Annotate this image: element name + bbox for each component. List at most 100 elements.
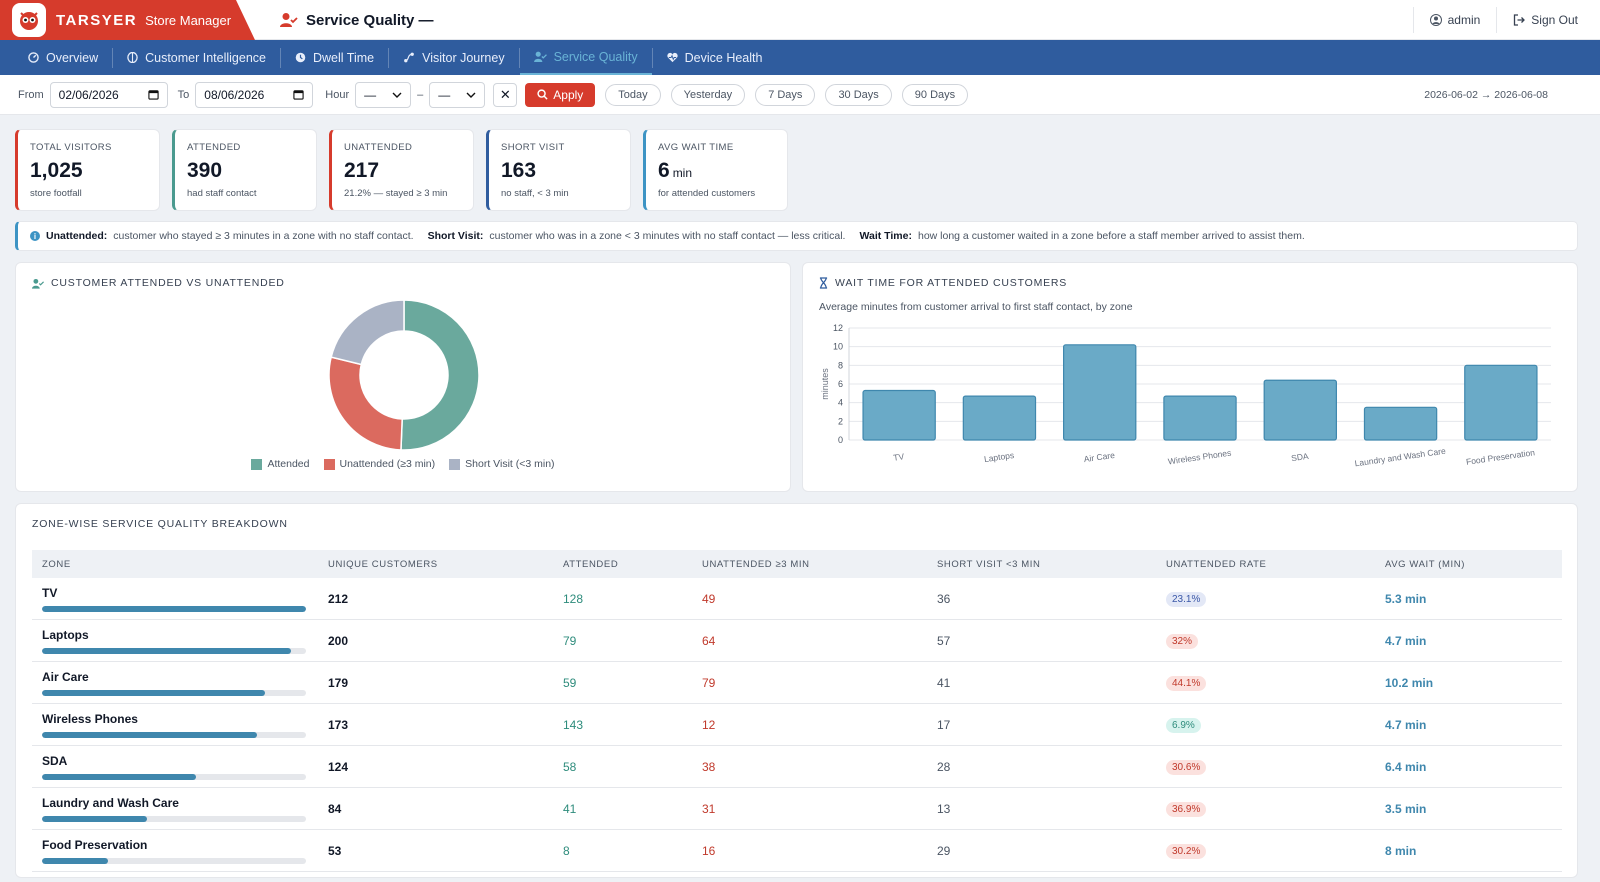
unique-customers-cell: 200 xyxy=(328,634,349,648)
apply-button[interactable]: Apply xyxy=(525,82,596,107)
hour-to-select[interactable]: — xyxy=(429,81,486,108)
attended-cell: 58 xyxy=(563,760,577,774)
route-icon xyxy=(404,52,414,63)
tab-customer-intelligence[interactable]: Customer Intelligence xyxy=(113,40,280,75)
def-term-wait-time: Wait Time: xyxy=(859,230,912,242)
donut-slice[interactable] xyxy=(328,356,403,451)
table-row: Wireless Phones 173 143 12 17 6.9% 4.7 min xyxy=(32,704,1562,746)
short-visit-cell: 29 xyxy=(937,844,951,858)
tab-label: Visitor Journey xyxy=(422,50,505,65)
unique-customers-cell: 84 xyxy=(328,802,342,816)
col-header-attended[interactable]: ATTENDED xyxy=(563,558,619,570)
hour-from-value: — xyxy=(364,87,377,102)
tarsier-logo-icon xyxy=(20,12,38,30)
table-row: SDA 124 58 38 28 30.6% 6.4 min xyxy=(32,746,1562,788)
col-header-unattended[interactable]: UNATTENDED ≥3 MIN xyxy=(702,558,810,570)
unattended-rate-cell: 23.1% xyxy=(1166,578,1207,620)
kpi-value: 390 xyxy=(187,159,223,182)
tab-dwell-time[interactable]: Dwell Time xyxy=(281,40,388,75)
col-header-avg-wait[interactable]: AVG WAIT (MIN) xyxy=(1385,558,1465,570)
bar[interactable] xyxy=(1263,379,1337,441)
col-header-zone[interactable]: ZONE xyxy=(42,558,71,570)
def-term-short-visit: Short Visit: xyxy=(427,230,484,242)
tab-visitor-journey[interactable]: Visitor Journey xyxy=(389,40,518,75)
unattended-rate-cell: 30.2% xyxy=(1166,830,1207,872)
sign-out-icon xyxy=(1514,14,1526,26)
legend-item[interactable]: Unattended (≥3 min) xyxy=(323,458,435,470)
from-label: From xyxy=(18,88,44,101)
x-tick-label: Laptops xyxy=(983,450,1014,464)
main-nav: Overview Customer Intelligence Dwell Tim… xyxy=(0,40,1600,75)
clear-hour-button[interactable]: ✕ xyxy=(493,82,518,107)
unattended-cell: 49 xyxy=(702,592,716,606)
to-date-input[interactable]: 08/06/2026 xyxy=(195,81,314,108)
bar[interactable] xyxy=(1464,364,1538,441)
tab-service-quality[interactable]: Service Quality xyxy=(519,40,652,75)
attended-cell: 79 xyxy=(563,634,577,648)
sign-out-button[interactable]: Sign Out xyxy=(1505,9,1586,31)
panel-title: ZONE-WISE SERVICE QUALITY BREAKDOWN xyxy=(32,518,288,530)
bar[interactable] xyxy=(962,395,1037,441)
tab-label: Overview xyxy=(46,50,99,65)
unattended-rate-cell: 30.6% xyxy=(1166,746,1207,788)
zone-share-fill xyxy=(42,648,291,654)
unattended-rate-cell: 44.1% xyxy=(1166,662,1207,704)
zone-share-fill xyxy=(42,774,197,780)
dashboard-icon xyxy=(28,52,39,63)
legend-label: Short Visit (<3 min) xyxy=(465,458,555,470)
bar[interactable] xyxy=(862,389,936,441)
unattended-rate-cell: 6.9% xyxy=(1166,704,1201,746)
wait-time-panel: WAIT TIME FOR ATTENDED CUSTOMERS Average… xyxy=(802,262,1578,492)
kpi-subtext: no staff, < 3 min xyxy=(501,188,569,199)
avg-wait-cell: 6.4 min xyxy=(1385,760,1427,774)
zone-share-bar xyxy=(42,732,306,738)
user-menu-button[interactable]: admin xyxy=(1422,9,1489,31)
wait-time-bar-chart: 0 2 4 6 8 10 12 minutes TV Laptops Air Care Wireles… xyxy=(820,323,1551,468)
col-header-unattended-rate[interactable]: UNATTENDED RATE xyxy=(1166,558,1267,570)
divider xyxy=(1496,7,1498,33)
quick-range-30-days[interactable]: 30 Days xyxy=(825,83,892,106)
rate-badge: 30.6% xyxy=(1166,759,1207,775)
bar[interactable] xyxy=(1063,344,1137,441)
bar[interactable] xyxy=(1363,406,1438,441)
quick-range-7-days[interactable]: 7 Days xyxy=(755,83,816,106)
page-title-text: Service Quality — xyxy=(306,11,434,29)
brand-area[interactable]: TARSYER Store Manager xyxy=(0,0,255,40)
sign-out-label: Sign Out xyxy=(1531,13,1578,27)
rate-badge: 36.9% xyxy=(1166,801,1207,817)
attended-cell: 128 xyxy=(563,592,584,606)
kpi-value: 6 min xyxy=(658,159,693,182)
short-visit-cell: 36 xyxy=(937,592,951,606)
donut-slice[interactable] xyxy=(400,299,480,451)
legend-label: Attended xyxy=(267,458,310,470)
legend-swatch xyxy=(251,458,263,470)
zone-share-bar xyxy=(42,816,306,822)
tab-device-health[interactable]: Device Health xyxy=(653,40,777,75)
avg-wait-cell: 3.5 min xyxy=(1385,802,1427,816)
quick-range-yesterday[interactable]: Yesterday xyxy=(670,83,746,106)
unique-customers-cell: 212 xyxy=(328,592,349,606)
y-tick-label: 10 xyxy=(833,342,843,352)
unattended-cell: 16 xyxy=(702,844,716,858)
short-visit-cell: 28 xyxy=(937,760,951,774)
zone-share-bar xyxy=(42,648,306,654)
table-header: ZONE UNIQUE CUSTOMERS ATTENDED UNATTENDE… xyxy=(32,550,1562,578)
unattended-cell: 12 xyxy=(702,718,716,732)
from-date-input[interactable]: 02/06/2026 xyxy=(49,81,168,108)
bar[interactable] xyxy=(1163,395,1237,441)
kpi-value: 217 xyxy=(344,159,380,182)
col-header-unique[interactable]: UNIQUE CUSTOMERS xyxy=(328,558,438,570)
kpi-subtext: 21.2% — stayed ≥ 3 min xyxy=(344,188,448,199)
quick-range-90-days[interactable]: 90 Days xyxy=(901,83,969,106)
hour-from-select[interactable]: — xyxy=(355,81,412,108)
legend-item[interactable]: Short Visit (<3 min) xyxy=(449,458,555,470)
tab-overview[interactable]: Overview xyxy=(14,40,112,75)
zone-name: TV xyxy=(42,586,58,600)
quick-range-today[interactable]: Today xyxy=(605,83,661,106)
attended-cell: 41 xyxy=(563,802,577,816)
x-tick-label: TV xyxy=(893,451,905,462)
col-header-short-visit[interactable]: SHORT VISIT <3 MIN xyxy=(937,558,1041,570)
apply-label: Apply xyxy=(553,87,584,102)
legend-item[interactable]: Attended xyxy=(251,458,310,470)
donut-slice[interactable] xyxy=(330,299,405,366)
